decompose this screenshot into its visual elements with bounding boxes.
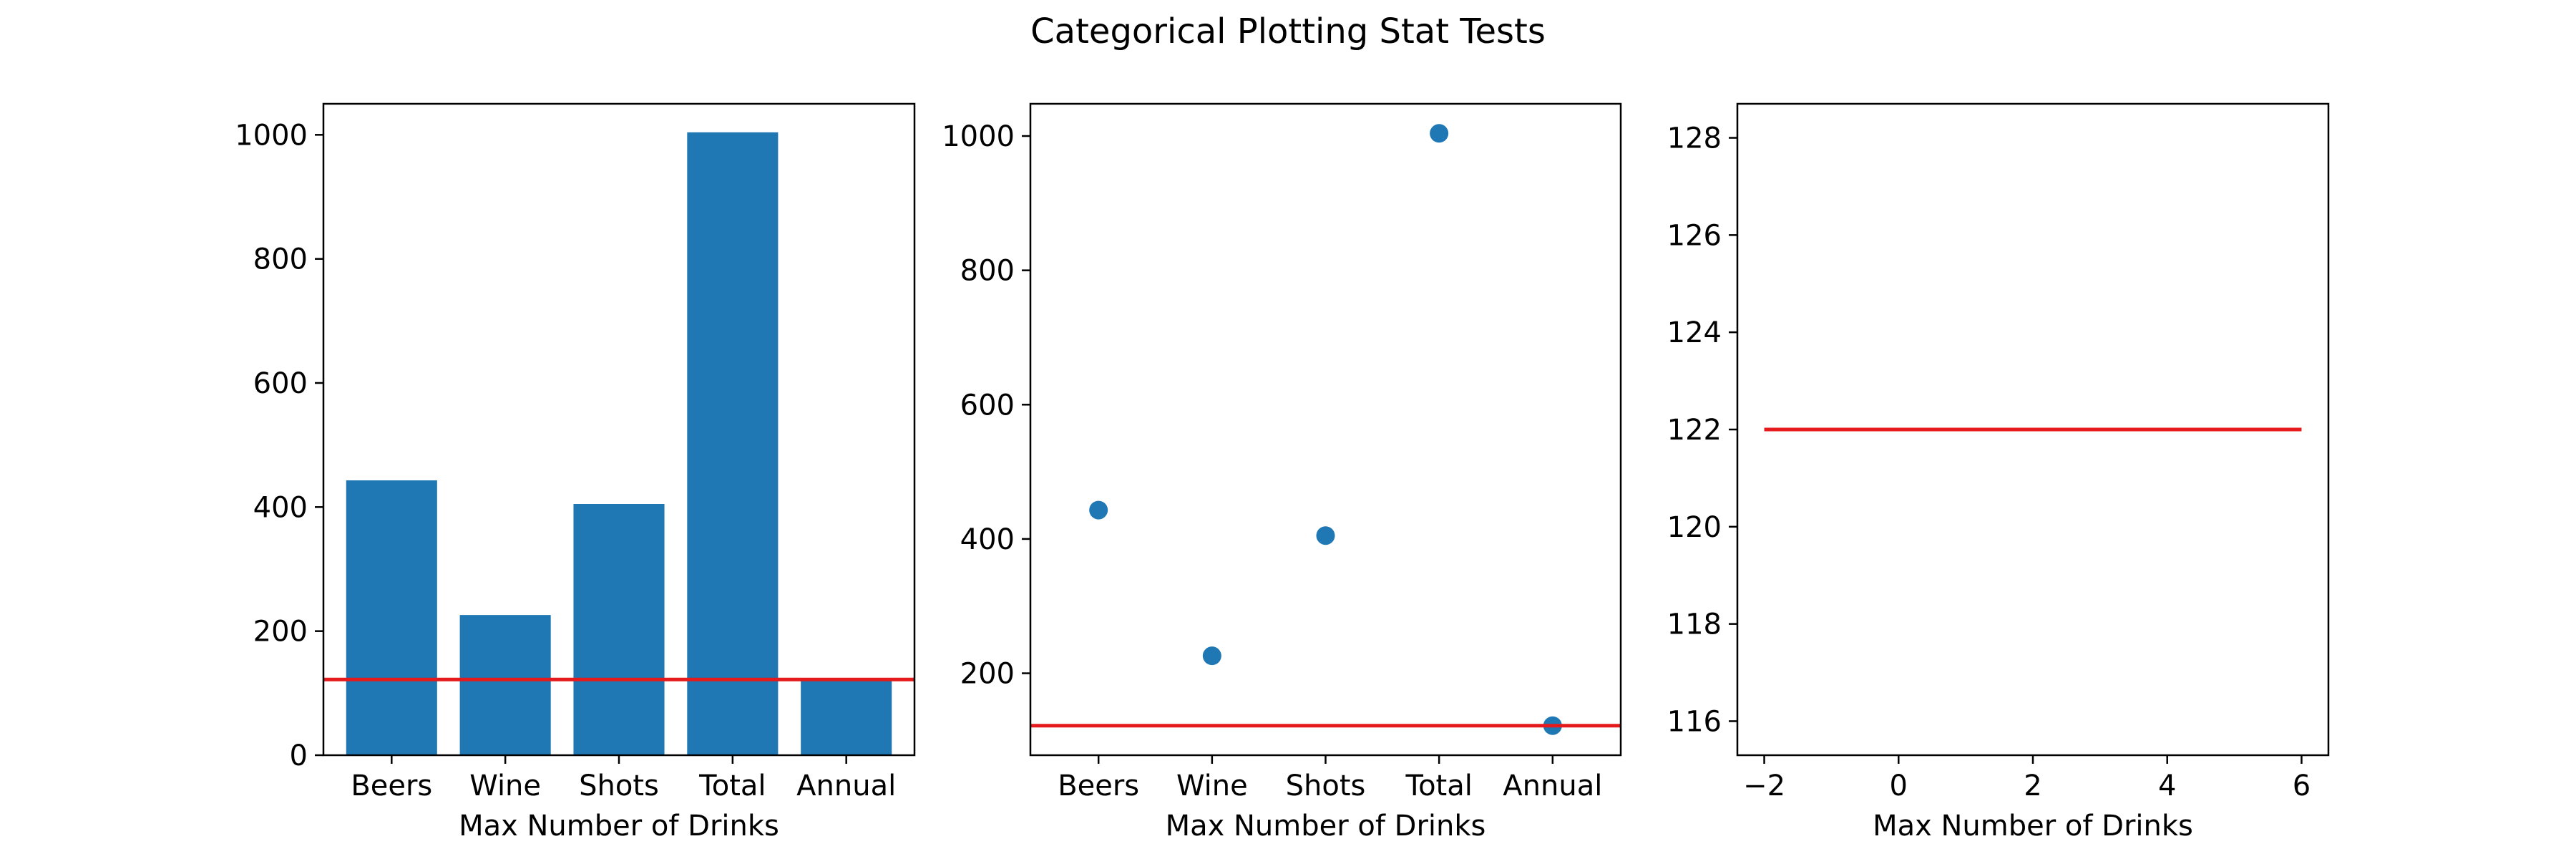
x-tick-label: Total bbox=[698, 770, 766, 802]
bar-chart-panel: 0 200 400 600 800 1000 Beers Wine Shots Total Annu… bbox=[235, 102, 916, 843]
y-tick-label: 1000 bbox=[942, 120, 1015, 153]
scatter-chart-panel: 200 400 600 800 1000 Beers Wine Shots Total Annua… bbox=[942, 102, 1622, 843]
y-tick-label: 400 bbox=[960, 523, 1015, 556]
y-tick-label: 116 bbox=[1667, 705, 1722, 738]
x-axis-label: Max Number of Drinks bbox=[1873, 810, 2193, 843]
x-tick-label: Beers bbox=[351, 770, 432, 802]
y-tick-label: 122 bbox=[1667, 414, 1722, 447]
y-tick-label: 128 bbox=[1667, 122, 1722, 155]
x-tick-label: −2 bbox=[1743, 770, 1785, 802]
figure-title: Categorical Plotting Stat Tests bbox=[1030, 11, 1546, 52]
y-tick-label: 118 bbox=[1667, 608, 1722, 641]
y-tick-label: 400 bbox=[253, 491, 308, 524]
bar-annual bbox=[801, 679, 892, 755]
x-tick-label: Annual bbox=[796, 770, 896, 802]
x-tick-label: 2 bbox=[2024, 770, 2041, 802]
x-tick-label: Shots bbox=[1286, 770, 1366, 802]
x-tick-label: Wine bbox=[469, 770, 541, 802]
y-tick-label: 1000 bbox=[235, 119, 308, 152]
x-tick-label: 4 bbox=[2158, 770, 2176, 802]
y-tick-label: 800 bbox=[253, 243, 308, 276]
y-tick-label: 800 bbox=[960, 255, 1015, 288]
y-tick-label: 124 bbox=[1667, 316, 1722, 349]
bar-wine bbox=[459, 615, 551, 755]
x-tick-label: 6 bbox=[2293, 770, 2311, 802]
y-tick-label: 600 bbox=[960, 389, 1015, 422]
x-tick-label: Wine bbox=[1176, 770, 1248, 802]
y-tick-label: 200 bbox=[253, 616, 308, 649]
x-tick-label: Annual bbox=[1503, 770, 1602, 802]
y-tick-label: 120 bbox=[1667, 511, 1722, 544]
point-shots bbox=[1316, 526, 1335, 545]
x-tick-label: 0 bbox=[1890, 770, 1908, 802]
y-tick-label: 600 bbox=[253, 367, 308, 400]
y-tick-label: 126 bbox=[1667, 219, 1722, 252]
x-tick-label: Total bbox=[1405, 770, 1472, 802]
point-wine bbox=[1202, 646, 1221, 666]
bar-shots bbox=[573, 504, 665, 755]
bar-beers bbox=[346, 480, 437, 755]
point-beers bbox=[1089, 500, 1108, 520]
x-tick-label: Beers bbox=[1058, 770, 1139, 802]
x-axis-label: Max Number of Drinks bbox=[459, 810, 779, 843]
x-axis-label: Max Number of Drinks bbox=[1166, 810, 1486, 843]
y-tick-label: 0 bbox=[290, 739, 308, 772]
bar-total bbox=[687, 132, 779, 755]
line-chart-panel: 116 118 120 122 124 126 128 −2 0 2 4 6 Max Number of… bbox=[1667, 102, 2330, 843]
x-tick-label: Shots bbox=[579, 770, 659, 802]
y-tick-label: 200 bbox=[960, 658, 1015, 691]
axes-frame bbox=[1029, 102, 1622, 757]
point-total bbox=[1430, 124, 1449, 143]
